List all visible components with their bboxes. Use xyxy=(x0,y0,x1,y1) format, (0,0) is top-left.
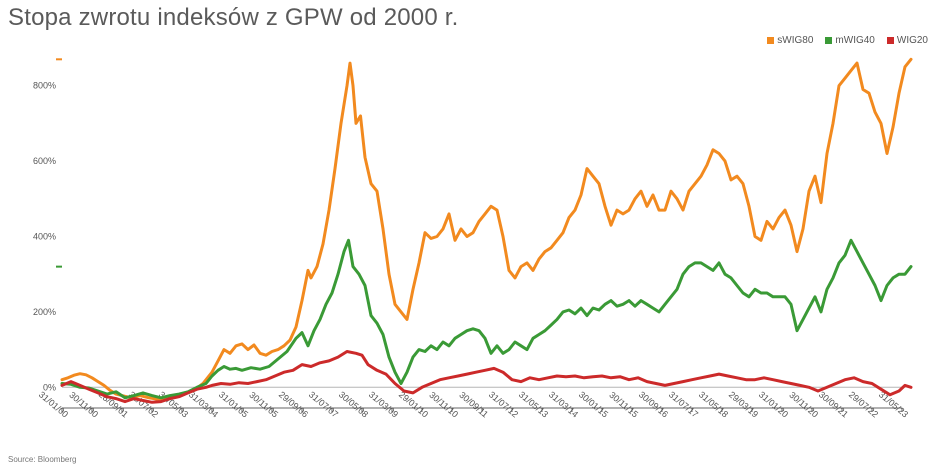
y-tick-label: 800% xyxy=(33,81,56,91)
x-tick-label: 30/01/15 xyxy=(577,389,610,419)
legend-label-swig80: sWIG80 xyxy=(777,35,814,46)
x-tick-label: 30/11/05 xyxy=(247,390,280,420)
y-tick-label: 400% xyxy=(33,231,56,241)
series-line-swig80 xyxy=(60,57,913,401)
x-tick-label: 31/01/05 xyxy=(217,389,250,419)
x-tick-label: 29/03/19 xyxy=(727,389,760,419)
legend-label-mwig40: mWIG40 xyxy=(835,35,875,46)
x-tick-label: 31/03/14 xyxy=(547,389,580,419)
x-tick-label: 30/09/11 xyxy=(457,390,490,420)
legend-swatch-swig80 xyxy=(767,37,775,44)
legend-swatch-wig20 xyxy=(886,37,894,44)
legend-item-mwig40: mWIG40 xyxy=(825,35,875,46)
x-tick-label: 31/03/04 xyxy=(187,389,220,419)
x-tick-label: 31/01/20 xyxy=(757,389,790,419)
x-tick-label: 31/07/12 xyxy=(487,389,520,419)
y-tick-label: 200% xyxy=(33,307,56,317)
x-tick-label: 30/11/00 xyxy=(67,390,100,420)
x-tick-label: 31/07/17 xyxy=(667,389,700,419)
legend-item-swig80: sWIG80 xyxy=(767,35,813,46)
source-note: Source: Bloomberg xyxy=(8,455,77,464)
chart-legend: sWIG80 mWIG40 WIG20 xyxy=(767,35,928,46)
series-line-mwig40 xyxy=(60,238,913,400)
x-tick-label: 30/05/08 xyxy=(337,389,370,419)
x-tick-label: 31/03/09 xyxy=(367,389,400,419)
x-tick-label: 30/09/16 xyxy=(637,389,670,419)
y-tick-label: 0% xyxy=(43,382,56,392)
chart-title: Stopa zwrotu indeksów z GPW od 2000 r. xyxy=(8,4,459,31)
x-tick-label: 30/11/10 xyxy=(427,390,460,420)
legend-label-wig20: WIG20 xyxy=(896,35,928,46)
x-tick-label: 30/11/20 xyxy=(787,390,820,420)
x-tick-label: 31/07/07 xyxy=(307,389,340,419)
x-tick-label: 30/11/15 xyxy=(607,390,640,420)
x-tick-label: 31/05/13 xyxy=(517,389,550,419)
x-tick-label: 29/09/06 xyxy=(277,389,310,419)
x-tick-label: 31/05/18 xyxy=(697,389,730,419)
x-tick-label: 31/01/00 xyxy=(37,389,70,419)
legend-swatch-mwig40 xyxy=(825,37,833,44)
series-line-wig20 xyxy=(60,350,913,404)
legend-item-wig20: WIG20 xyxy=(886,35,928,46)
y-tick-label: 600% xyxy=(33,156,56,166)
x-tick-label: 30/09/21 xyxy=(817,389,850,419)
x-tick-label: 29/07/22 xyxy=(847,389,880,419)
